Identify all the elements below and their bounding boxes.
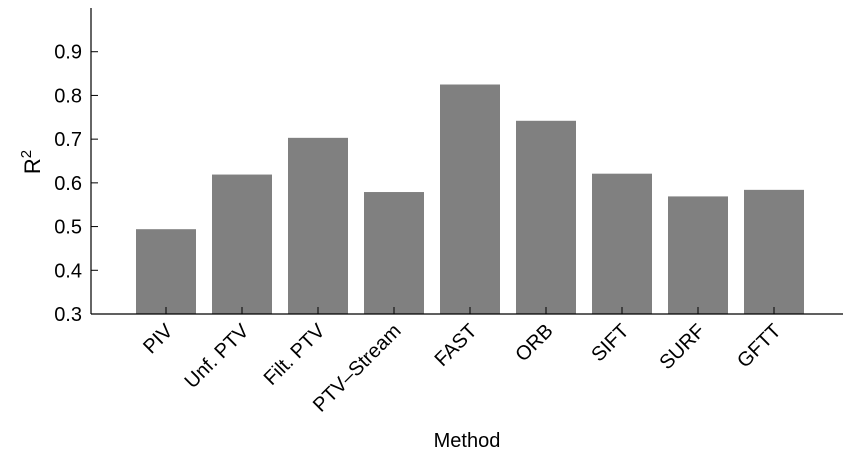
x-tick-label-5: ORB xyxy=(511,320,557,366)
bar-2 xyxy=(288,137,348,314)
bars-layer xyxy=(136,84,804,314)
x-tick-label-7: SURF xyxy=(655,320,709,374)
y-tick-label-2: 0.5 xyxy=(54,217,82,239)
y-tick-label-5: 0.8 xyxy=(54,85,82,107)
y-ticks: 0.3 0.4 0.5 0.6 0.7 0.8 0.9 xyxy=(54,42,98,326)
x-tick-label-4: FAST xyxy=(431,320,482,371)
x-axis-label: Method xyxy=(434,430,501,452)
bar-5 xyxy=(516,120,576,314)
y-tick-label-4: 0.7 xyxy=(54,129,82,151)
x-tick-label-2: Filt. PTV xyxy=(260,320,330,390)
x-tick-label-0: PIV xyxy=(139,320,178,359)
x-tick-label-8: GFTT xyxy=(733,320,785,372)
y-axis-label-base: R xyxy=(20,158,45,174)
bar-7 xyxy=(668,196,728,314)
x-tick-label-1: Unf. PTV xyxy=(181,320,254,393)
axes-layer xyxy=(90,8,843,315)
x-tick-label-6: SIFT xyxy=(587,320,633,366)
bar-1 xyxy=(212,174,272,314)
bar-8 xyxy=(744,189,804,314)
y-tick-label-0: 0.3 xyxy=(54,304,82,326)
bar-3 xyxy=(364,192,424,314)
y-tick-label-6: 0.9 xyxy=(54,42,82,64)
y-axis-label: R2 xyxy=(18,150,45,174)
bar-0 xyxy=(136,229,196,314)
y-tick-label-3: 0.6 xyxy=(54,173,82,195)
y-axis-label-superscript: 2 xyxy=(18,150,35,158)
bar-4 xyxy=(440,84,500,314)
y-tick-label-1: 0.4 xyxy=(54,260,82,282)
bar-6 xyxy=(592,173,652,314)
